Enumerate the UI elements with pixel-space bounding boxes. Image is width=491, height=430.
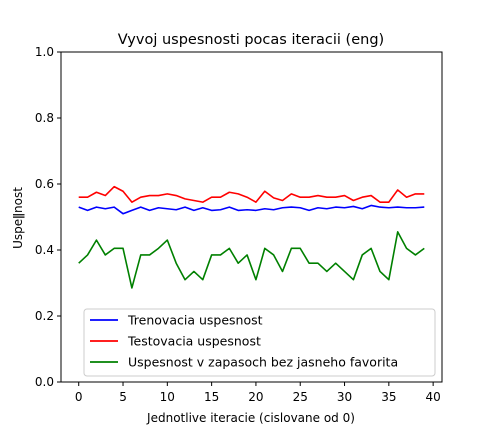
y-axis-title: Uspeǁnost — [11, 187, 25, 249]
x-axis-title: Jednotlive iteracie (cislovane od 0) — [146, 411, 355, 425]
chart-title: Vyvoj uspesnosti pocas iteracii (eng) — [118, 32, 384, 48]
x-tick-label: 10 — [160, 390, 175, 404]
series-line-0 — [78, 204, 425, 215]
x-tick-label: 0 — [75, 390, 83, 404]
legend: Trenovacia uspesnost Testovacia uspesnost… — [83, 308, 436, 377]
series-line-2 — [78, 231, 425, 289]
plot-frame — [60, 51, 443, 383]
y-axis: 0.0 0.2 0.4 0.6 0.8 1.0 — [35, 45, 61, 389]
x-tick-label: 15 — [204, 390, 219, 404]
x-tick-label: 40 — [425, 390, 440, 404]
y-tick-label: 0.2 — [35, 309, 54, 323]
x-axis: 0 5 10 15 20 25 30 35 40 — [75, 382, 441, 404]
legend-box — [83, 308, 436, 377]
y-tick-label: 1.0 — [35, 45, 54, 59]
y-tick-label: 0.6 — [35, 177, 54, 191]
x-tick-label: 20 — [248, 390, 263, 404]
y-tick-label: 0.0 — [35, 375, 54, 389]
x-tick-label: 35 — [381, 390, 396, 404]
x-tick-label: 30 — [337, 390, 352, 404]
legend-label: Uspesnost v zapasoch bez jasneho favorit… — [128, 355, 398, 370]
y-tick-label: 0.8 — [35, 111, 54, 125]
series-line-1 — [78, 185, 425, 203]
y-tick-label: 0.4 — [35, 243, 54, 257]
x-tick-label: 5 — [119, 390, 127, 404]
legend-label: Testovacia uspesnost — [127, 334, 261, 349]
series-lines — [78, 185, 425, 289]
x-tick-label: 25 — [293, 390, 308, 404]
legend-label: Trenovacia uspesnost — [127, 313, 263, 328]
